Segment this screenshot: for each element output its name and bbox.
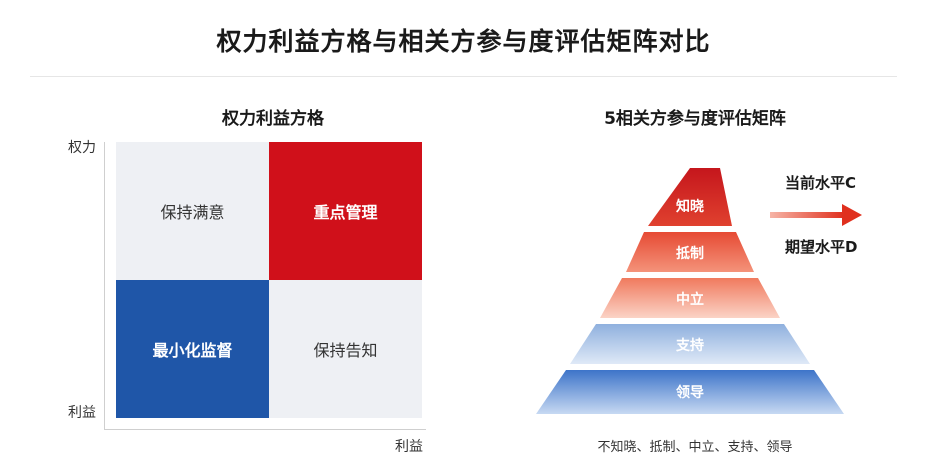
y-axis-bottom-label: 利益 [68,405,96,421]
engagement-pyramid: 知晓 抵制 中立 支持 领导 [530,168,850,416]
grid-title: 权力利益方格 [222,109,324,129]
grid-y-axis [104,142,105,429]
page-title: 权力利益方格与相关方参与度评估矩阵对比 [216,27,711,56]
level-label-supportive: 支持 [676,338,704,354]
grid-x-axis [104,429,426,430]
pyramid-level-resistant [626,232,754,272]
level-label-resistant: 抵制 [676,246,704,262]
level-label-aware: 知晓 [676,199,704,215]
pyramid-level-supportive [570,324,810,364]
pyramid-level-neutral [600,278,780,318]
current-level-label: 当前水平C [785,174,857,192]
matrix-title: 5相关方参与度评估矩阵 [604,109,786,129]
cell-monitor: 最小化监督 [116,280,269,418]
cell-manage-closely: 重点管理 [269,142,422,280]
y-axis-label: 权力 [68,140,96,156]
level-label-leading: 领导 [676,385,704,401]
arrow-right-icon [770,204,862,226]
cell-keep-satisfied: 保持满意 [116,142,269,280]
title-divider [30,76,897,77]
desired-level-label: 期望水平D [785,238,858,256]
cell-keep-informed: 保持告知 [269,280,422,418]
level-caption: 不知晓、抵制、中立、支持、领导 [597,440,793,455]
pyramid-level-aware [648,168,732,226]
pyramid-level-leading [536,370,844,414]
level-label-neutral: 中立 [676,292,704,308]
x-axis-label: 利益 [395,439,423,455]
